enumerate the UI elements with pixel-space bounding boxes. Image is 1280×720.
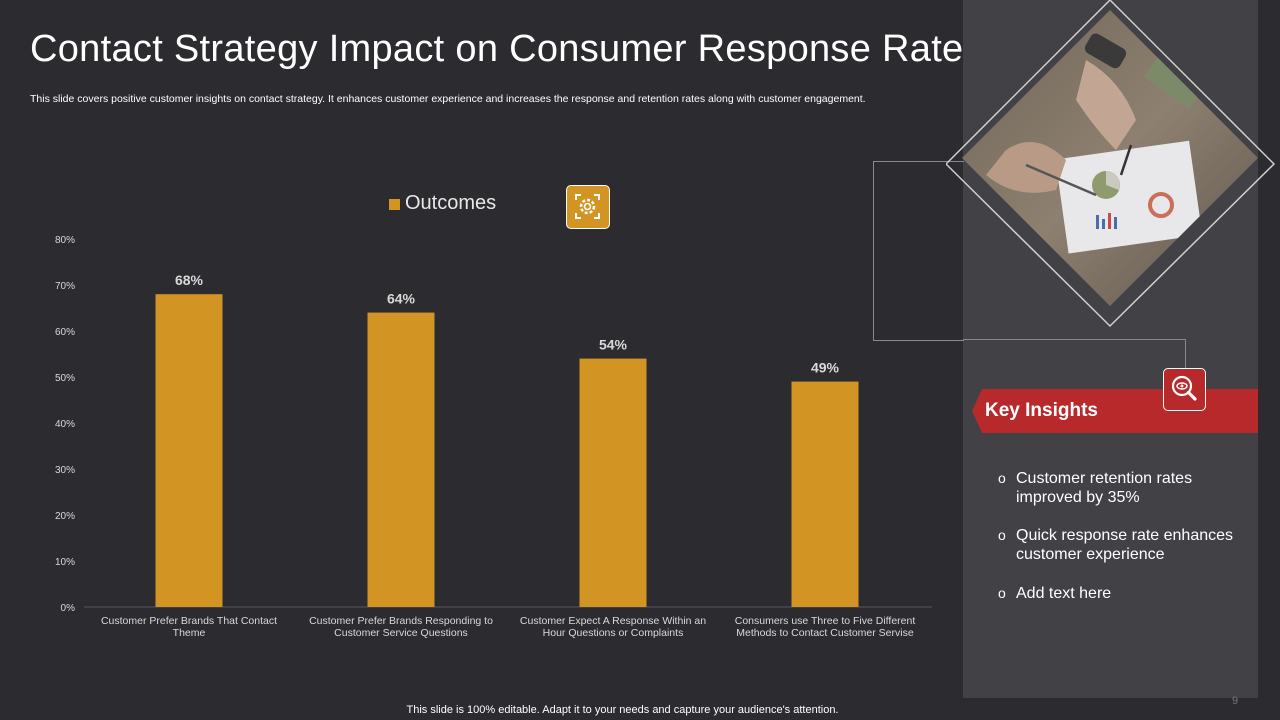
legend-swatch (389, 199, 400, 210)
x-tick-label: Customer Expect A Response Within an (520, 615, 706, 627)
x-tick-label: Methods to Contact Customer Servise (736, 627, 914, 639)
legend-label: Outcomes (405, 192, 497, 214)
data-label: 54% (599, 337, 628, 353)
y-tick-label: 80% (55, 235, 75, 246)
gear-icon (566, 185, 610, 229)
connector-line-lower (963, 339, 1186, 370)
connector-line (873, 161, 964, 341)
y-tick-label: 40% (55, 419, 75, 430)
magnifier-eye-icon (1163, 368, 1206, 411)
key-insights-heading: Key Insights (985, 400, 1098, 421)
page-number: 9 (1232, 695, 1239, 707)
y-tick-label: 70% (55, 281, 75, 292)
data-label: 64% (387, 291, 416, 307)
page-title: Contact Strategy Impact on Consumer Resp… (30, 28, 964, 70)
x-tick-label: Theme (173, 627, 206, 639)
bullet-icon: o (998, 527, 1006, 543)
data-label: 49% (811, 360, 840, 376)
data-label: 68% (175, 272, 204, 288)
y-tick-label: 30% (55, 465, 75, 476)
bar-chart: 0% 10% 20% 30% 40% 50% 60% 70% 80% 68% Customer Pr… (55, 235, 932, 639)
insight-text: Customer retention rates improved by 35% (1016, 470, 1193, 506)
y-tick-label: 0% (61, 603, 76, 614)
footer-note: This slide is 100% editable. Adapt it to… (406, 704, 839, 716)
y-tick-label: 60% (55, 327, 75, 338)
bar (579, 358, 647, 607)
key-insights-banner (972, 389, 1258, 433)
x-tick-label: Hour Questions or Complaints (543, 627, 684, 639)
bar (155, 294, 223, 607)
business-analysis-photo (944, 0, 1276, 330)
bar (791, 381, 859, 607)
insight-text: Add text here (1016, 585, 1112, 602)
bar (367, 312, 435, 607)
y-tick-label: 50% (55, 373, 75, 384)
bullet-icon: o (998, 470, 1006, 486)
y-tick-label: 10% (55, 557, 75, 568)
insight-text: Quick response rate enhances customer ex… (1016, 527, 1234, 563)
x-tick-label: Customer Service Questions (334, 627, 468, 639)
x-tick-label: Consumers use Three to Five Different (735, 615, 916, 627)
x-tick-label: Customer Prefer Brands That Contact (101, 615, 277, 627)
bullet-icon: o (998, 585, 1006, 601)
page-subtitle: This slide covers positive customer insi… (30, 93, 866, 105)
y-tick-label: 20% (55, 511, 75, 522)
x-tick-label: Customer Prefer Brands Responding to (309, 615, 493, 627)
